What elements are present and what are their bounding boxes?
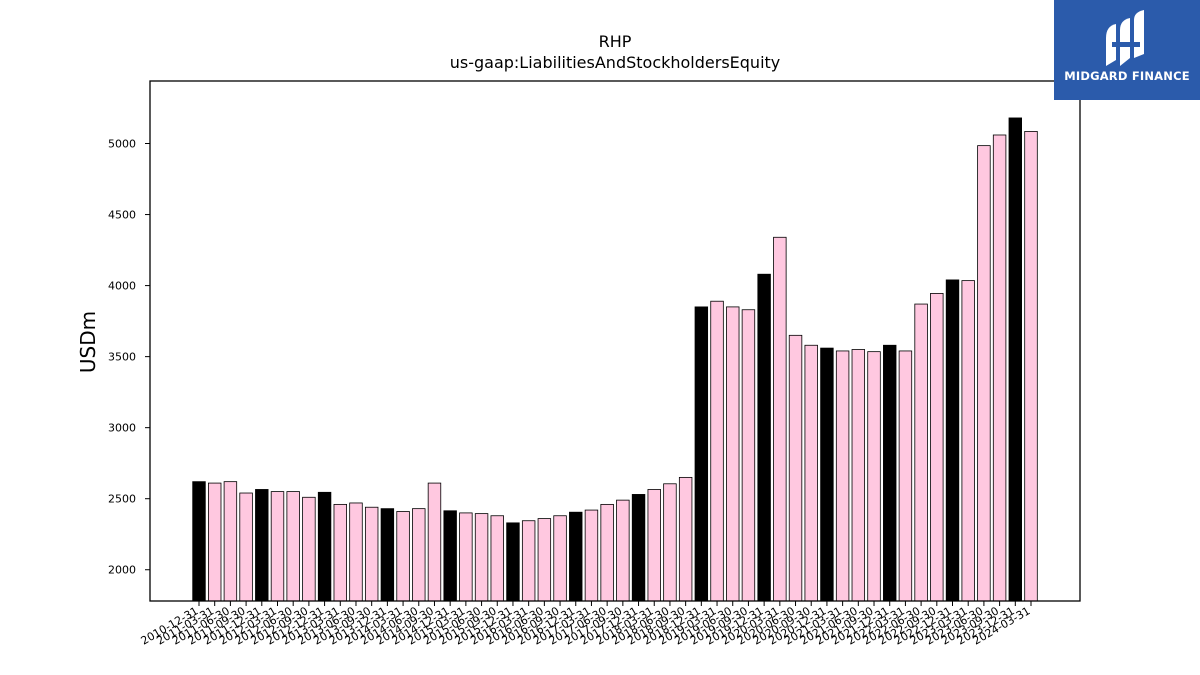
bar-2016-12-31 xyxy=(569,511,583,602)
bar-2021-09-30 xyxy=(867,351,881,602)
bar-2020-03-31 xyxy=(773,236,787,602)
bar-2021-12-31 xyxy=(883,344,897,602)
brand-name: MIDGARD FINANCE xyxy=(1064,69,1190,83)
bar-2011-06-30 xyxy=(223,481,238,602)
bar-2014-06-30 xyxy=(412,508,426,602)
y-axis-label: USDm xyxy=(76,311,100,373)
bar-2011-03-31 xyxy=(207,482,222,602)
bar-2013-03-31 xyxy=(333,503,347,602)
y-tick-label: 2500 xyxy=(108,493,136,506)
bars-group xyxy=(192,117,1038,602)
bar-2012-09-30 xyxy=(302,496,316,602)
bar-2017-03-31 xyxy=(584,509,599,602)
bar-2020-06-30 xyxy=(788,334,803,602)
bar-2024-03-31 xyxy=(1024,131,1038,602)
brand-logo: MIDGARD FINANCE xyxy=(1054,0,1200,100)
midgard-logo-icon xyxy=(1106,10,1144,66)
bar-2021-06-30 xyxy=(851,349,866,602)
bar-2010-12-31 xyxy=(192,481,206,602)
bar-2018-09-30 xyxy=(678,476,693,602)
plot-frame xyxy=(149,80,1081,602)
y-tick-label: 3000 xyxy=(108,422,136,435)
bar-2014-09-30 xyxy=(427,482,442,602)
bar-2018-12-31 xyxy=(694,306,709,602)
bar-2017-06-30 xyxy=(600,503,614,602)
y-tick-label: 3500 xyxy=(108,351,136,364)
bar-2023-09-30 xyxy=(992,134,1007,602)
bar-2015-03-31 xyxy=(459,512,473,602)
y-tick-label: 2000 xyxy=(108,564,136,577)
bar-2013-06-30 xyxy=(349,502,363,602)
bar-2023-03-31 xyxy=(961,280,975,602)
bar-2019-03-31 xyxy=(710,300,724,602)
bar-2019-12-31 xyxy=(757,273,771,602)
bar-2017-12-31 xyxy=(631,494,646,602)
x-axis-ticks: 2010-12-312011-03-312011-06-302011-09-30… xyxy=(139,601,1033,648)
bar-2022-06-30 xyxy=(914,303,928,602)
y-tick-label: 5000 xyxy=(108,138,136,151)
bar-2013-09-30 xyxy=(364,506,379,602)
bar-2022-09-30 xyxy=(930,292,944,602)
bar-2020-09-30 xyxy=(804,344,818,602)
bar-2017-09-30 xyxy=(616,499,630,602)
y-tick-label: 4500 xyxy=(108,209,136,222)
y-axis-ticks: 2000 2500 3000 3500 4000 4500 5000 xyxy=(108,138,150,577)
bar-2011-09-30 xyxy=(239,492,253,602)
bar-2021-03-31 xyxy=(835,350,850,602)
bar-2023-06-30 xyxy=(977,145,991,602)
bar-2012-03-31 xyxy=(270,491,285,602)
bar-2012-06-30 xyxy=(286,491,300,602)
bar-2023-12-31 xyxy=(1008,117,1023,602)
chart-subtitle: us-gaap:LiabilitiesAndStockholdersEquity xyxy=(450,53,781,72)
bar-2013-12-31 xyxy=(380,508,395,602)
bar-2019-06-30 xyxy=(726,306,740,602)
bar-2018-06-30 xyxy=(663,483,677,602)
bar-2015-09-30 xyxy=(490,515,504,602)
bar-2016-09-30 xyxy=(553,515,567,602)
bar-2016-03-31 xyxy=(521,520,536,602)
chart-title: RHP xyxy=(599,32,632,51)
bar-2014-12-31 xyxy=(443,510,457,602)
bar-2022-12-31 xyxy=(945,279,960,602)
bar-2012-12-31 xyxy=(317,491,332,602)
bar-2015-12-31 xyxy=(506,522,520,602)
bar-2011-12-31 xyxy=(255,489,269,602)
bar-2019-09-30 xyxy=(741,309,756,602)
bar-2018-03-31 xyxy=(647,489,661,602)
y-tick-label: 4000 xyxy=(108,280,136,293)
bar-2015-06-30 xyxy=(474,513,489,602)
bar-2016-06-30 xyxy=(537,518,552,602)
bar-2022-03-31 xyxy=(898,350,913,602)
bar-2020-12-31 xyxy=(820,347,834,602)
bar-2014-03-31 xyxy=(396,511,410,602)
